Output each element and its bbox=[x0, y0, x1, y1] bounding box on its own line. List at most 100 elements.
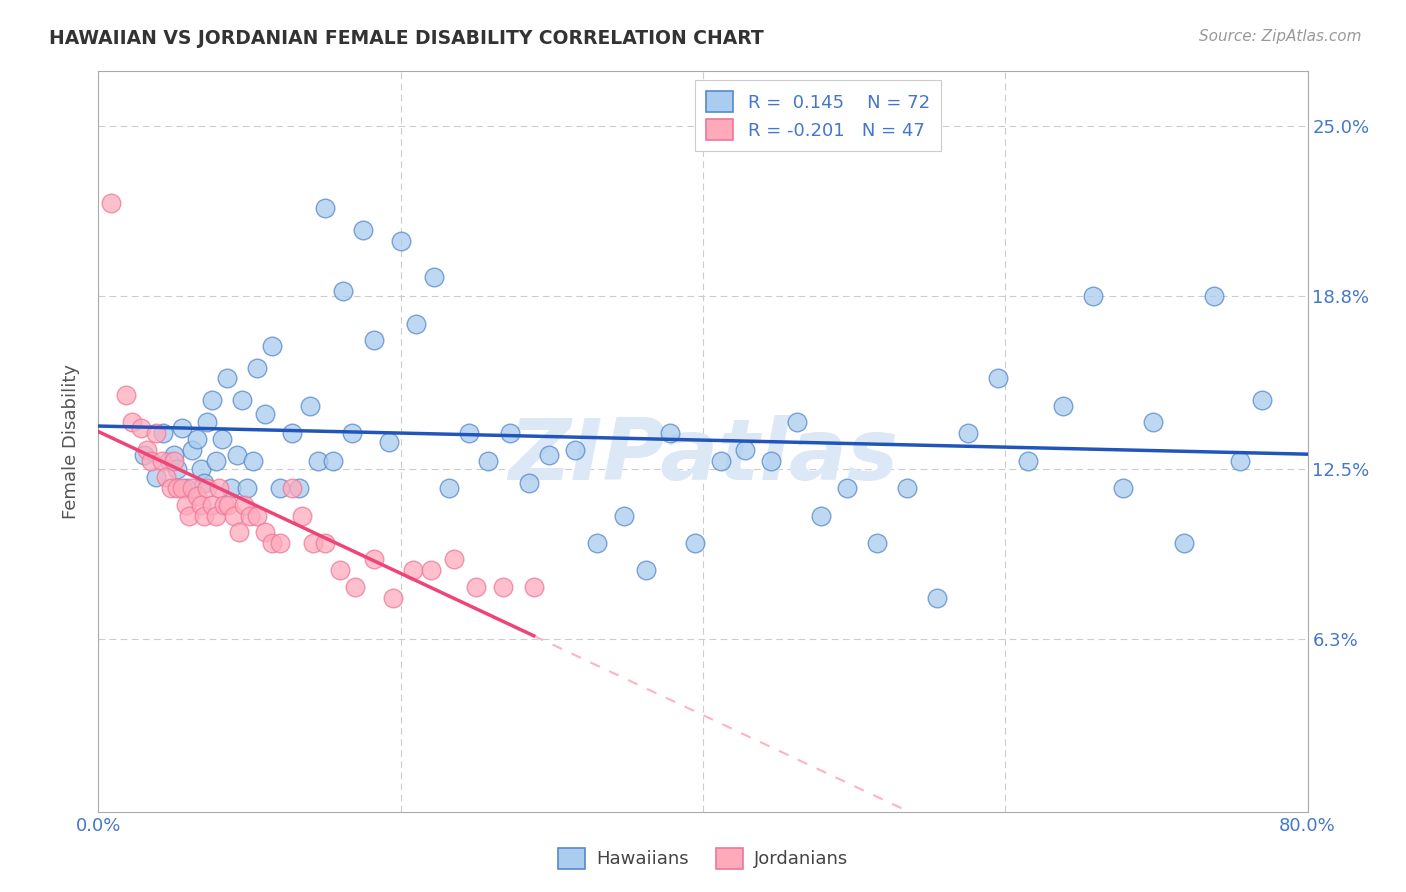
Point bbox=[443, 552, 465, 566]
Point bbox=[212, 498, 235, 512]
Point bbox=[246, 508, 269, 523]
Point bbox=[166, 462, 188, 476]
Point bbox=[382, 591, 405, 605]
Point bbox=[377, 434, 399, 449]
Point bbox=[786, 415, 808, 429]
Point bbox=[281, 481, 304, 495]
Y-axis label: Female Disability: Female Disability bbox=[62, 364, 80, 519]
Point bbox=[342, 426, 364, 441]
Point bbox=[181, 481, 204, 495]
Point bbox=[141, 454, 163, 468]
Point bbox=[759, 454, 782, 468]
Point bbox=[193, 475, 215, 490]
Point bbox=[253, 524, 276, 539]
Point bbox=[1251, 393, 1274, 408]
Point bbox=[226, 448, 249, 462]
Point bbox=[1229, 454, 1251, 468]
Point bbox=[269, 536, 291, 550]
Point bbox=[235, 481, 257, 495]
Point bbox=[523, 580, 546, 594]
Point bbox=[215, 371, 238, 385]
Point bbox=[437, 481, 460, 495]
Point bbox=[956, 426, 979, 441]
Point bbox=[231, 393, 253, 408]
Point bbox=[457, 426, 479, 441]
Point bbox=[170, 421, 193, 435]
Point bbox=[291, 508, 314, 523]
Point bbox=[810, 508, 832, 523]
Point bbox=[221, 481, 243, 495]
Point bbox=[150, 454, 173, 468]
Point bbox=[281, 426, 304, 441]
Point bbox=[224, 508, 246, 523]
Point bbox=[262, 338, 284, 352]
Text: Source: ZipAtlas.com: Source: ZipAtlas.com bbox=[1198, 29, 1361, 45]
Point bbox=[363, 552, 385, 566]
Point bbox=[239, 508, 262, 523]
Point bbox=[564, 442, 586, 457]
Point bbox=[179, 508, 201, 523]
Point bbox=[866, 536, 889, 550]
Point bbox=[658, 426, 681, 441]
Point bbox=[205, 454, 228, 468]
Point bbox=[1052, 399, 1074, 413]
Point bbox=[314, 536, 336, 550]
Point bbox=[195, 415, 218, 429]
Point bbox=[492, 580, 515, 594]
Point bbox=[132, 448, 155, 462]
Point bbox=[402, 563, 425, 577]
Text: ZIPatlas: ZIPatlas bbox=[508, 415, 898, 498]
Point bbox=[1173, 536, 1195, 550]
Point bbox=[269, 481, 291, 495]
Legend: Hawaiians, Jordanians: Hawaiians, Jordanians bbox=[551, 840, 855, 876]
Point bbox=[835, 481, 858, 495]
Point bbox=[537, 448, 560, 462]
Point bbox=[186, 489, 208, 503]
Point bbox=[299, 399, 322, 413]
Point bbox=[987, 371, 1010, 385]
Point bbox=[634, 563, 657, 577]
Point bbox=[232, 498, 254, 512]
Point bbox=[586, 536, 609, 550]
Point bbox=[734, 442, 756, 457]
Point bbox=[217, 498, 239, 512]
Point bbox=[685, 536, 707, 550]
Point bbox=[613, 508, 636, 523]
Point bbox=[174, 498, 197, 512]
Point bbox=[344, 580, 367, 594]
Point bbox=[211, 432, 233, 446]
Point bbox=[100, 196, 122, 211]
Point bbox=[166, 481, 188, 495]
Point bbox=[262, 536, 284, 550]
Point bbox=[190, 462, 212, 476]
Point bbox=[208, 481, 231, 495]
Point bbox=[927, 591, 949, 605]
Point bbox=[152, 426, 174, 441]
Point bbox=[114, 388, 136, 402]
Point bbox=[332, 284, 354, 298]
Point bbox=[121, 415, 143, 429]
Point bbox=[135, 442, 157, 457]
Point bbox=[517, 475, 540, 490]
Text: HAWAIIAN VS JORDANIAN FEMALE DISABILITY CORRELATION CHART: HAWAIIAN VS JORDANIAN FEMALE DISABILITY … bbox=[49, 29, 763, 48]
Point bbox=[302, 536, 325, 550]
Point bbox=[896, 481, 918, 495]
Point bbox=[129, 421, 152, 435]
Point bbox=[160, 481, 183, 495]
Point bbox=[1017, 454, 1039, 468]
Point bbox=[145, 426, 167, 441]
Point bbox=[193, 508, 215, 523]
Point bbox=[190, 498, 212, 512]
Point bbox=[181, 442, 204, 457]
Point bbox=[1202, 289, 1225, 303]
Point bbox=[477, 454, 499, 468]
Point bbox=[1142, 415, 1164, 429]
Point bbox=[201, 393, 224, 408]
Point bbox=[163, 448, 186, 462]
Point bbox=[170, 481, 193, 495]
Point bbox=[195, 481, 218, 495]
Point bbox=[246, 360, 269, 375]
Point bbox=[201, 498, 224, 512]
Point bbox=[288, 481, 311, 495]
Point bbox=[423, 270, 446, 285]
